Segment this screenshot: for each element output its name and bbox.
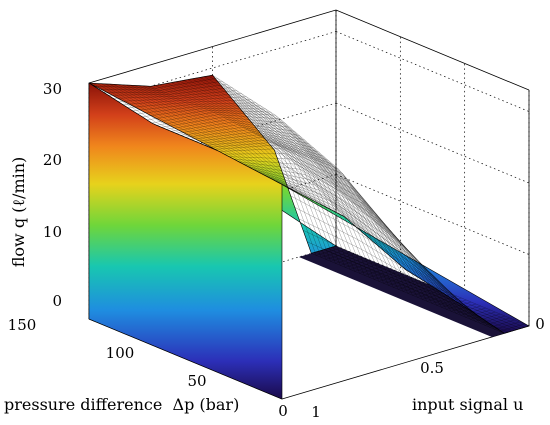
mesh-line-u <box>335 245 530 327</box>
mesh-line-u <box>323 249 517 330</box>
box-edge <box>88 9 337 84</box>
mesh-line-u <box>158 84 353 224</box>
mesh-line-u <box>311 253 505 334</box>
z-tick-label: 10 <box>43 223 62 241</box>
mesh-line-u <box>315 251 509 333</box>
mesh-line-u <box>307 241 501 331</box>
mesh-line-u <box>117 84 311 200</box>
mesh-line-u <box>265 139 460 304</box>
z-tick-label: 30 <box>43 80 62 98</box>
mesh-line-u <box>109 83 303 196</box>
mesh-line-u <box>233 99 427 283</box>
mesh-line-u <box>274 149 468 309</box>
mesh-line-u <box>175 81 369 238</box>
mesh-line-u <box>286 184 480 317</box>
p-axis-label: pressure difference Δp (bar) <box>4 395 239 414</box>
z-axis-label: flow q (ℓ/min) <box>9 157 28 268</box>
p-tick-labels: 0 50 100 150 <box>8 316 288 420</box>
mesh-line-u <box>121 84 316 202</box>
mesh-line-u <box>294 207 488 323</box>
grid-line-z <box>335 31 530 112</box>
u-axis-label: input signal u <box>412 395 523 414</box>
mesh-line-u <box>142 85 336 213</box>
mesh-line-u <box>212 74 406 270</box>
mesh-line-u <box>101 83 295 192</box>
mesh-line-u <box>278 161 472 312</box>
mesh-line-u <box>93 83 287 187</box>
mesh-line-u <box>183 80 377 245</box>
u-tick-labels: 0 0.5 1 <box>311 315 545 421</box>
mesh-line-u <box>163 83 357 228</box>
mesh-line-u <box>191 78 386 252</box>
mesh-line-u <box>113 84 307 198</box>
mesh-line-u <box>216 79 410 273</box>
mesh-line-u <box>187 79 381 249</box>
p-tick-label: 150 <box>8 316 37 334</box>
u-axis-line <box>281 325 530 400</box>
mesh-line-u <box>150 86 344 217</box>
mesh-line-u <box>171 82 365 235</box>
grid-line-z <box>335 174 530 255</box>
u-tick-label: 0.5 <box>420 359 444 377</box>
mesh-line-u <box>167 83 361 231</box>
mesh-line-u <box>88 82 283 185</box>
mesh-line-u <box>130 85 324 206</box>
mesh-line-u <box>220 84 414 275</box>
mesh-line-u <box>126 84 320 204</box>
flow-surface <box>88 74 530 400</box>
z-tick-label: 0 <box>52 292 62 310</box>
mesh-line-u <box>195 77 390 256</box>
grid-line-z <box>335 102 530 184</box>
mesh-line-u <box>327 248 521 329</box>
p-tick-label: 50 <box>187 372 206 390</box>
mesh-line-u <box>298 218 492 326</box>
z-tick-label: 20 <box>43 151 62 169</box>
p-tick-label: 0 <box>278 402 288 420</box>
mesh-line-u <box>138 85 332 211</box>
mesh-line-u <box>331 247 525 328</box>
mesh-line-u <box>146 85 340 215</box>
mesh-line-u <box>303 230 497 328</box>
u-tick-label: 1 <box>311 403 321 421</box>
mesh-line-u <box>257 129 451 299</box>
mesh-line-u <box>105 83 299 194</box>
z-tick-labels: 0 10 20 30 <box>43 80 62 310</box>
mesh-line-u <box>134 85 328 208</box>
surface-mesh <box>88 74 530 334</box>
mesh-line-u <box>154 85 349 220</box>
mesh-line-u <box>290 195 484 320</box>
mesh-line-u <box>97 83 291 189</box>
mesh-line-u <box>249 119 443 294</box>
p-tick-label: 100 <box>106 344 135 362</box>
mesh-line-u <box>200 77 394 259</box>
mesh-line-u <box>179 80 373 242</box>
mesh-line-u <box>261 134 456 301</box>
mesh-line-u <box>208 75 402 267</box>
u-tick-label: 0 <box>535 315 545 333</box>
box-edge <box>335 9 530 91</box>
mesh-line-u <box>204 76 398 263</box>
mesh-line-u <box>270 144 464 307</box>
